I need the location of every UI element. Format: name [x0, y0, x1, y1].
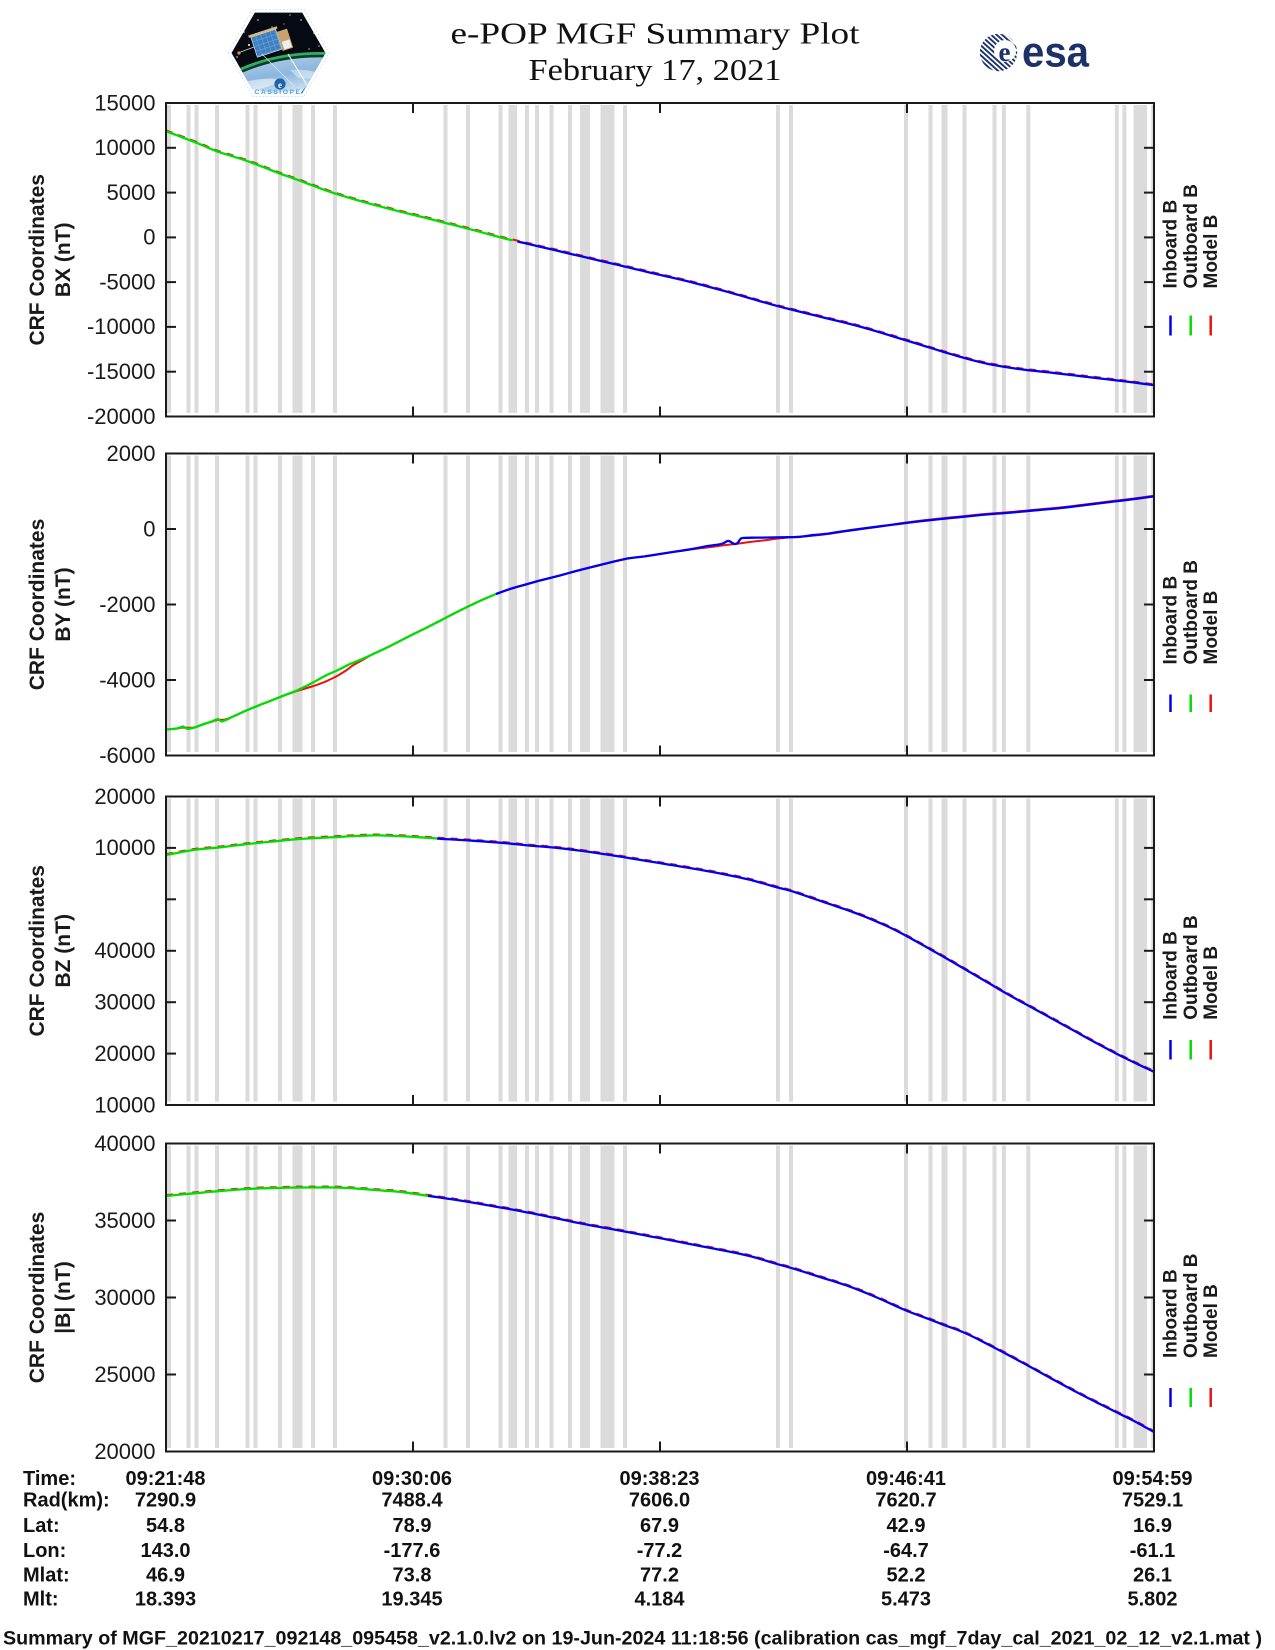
svg-text:4.184: 4.184	[634, 1588, 685, 1610]
svg-text:20000: 20000	[94, 784, 155, 809]
svg-text:7488.4: 7488.4	[381, 1489, 443, 1511]
svg-text:CRF Coordinates: CRF Coordinates	[26, 1212, 49, 1384]
svg-text:Rad(km):: Rad(km):	[23, 1489, 110, 1511]
svg-text:10000: 10000	[94, 135, 155, 160]
svg-text:Outboard B: Outboard B	[1181, 915, 1202, 1020]
svg-text:-6000: -6000	[99, 743, 155, 768]
svg-text:Inboard B: Inboard B	[1161, 576, 1182, 665]
svg-text:77.2: 77.2	[640, 1564, 679, 1586]
svg-text:42.9: 42.9	[887, 1515, 926, 1537]
svg-text:19.345: 19.345	[381, 1588, 442, 1610]
svg-text:30000: 30000	[94, 1285, 155, 1310]
svg-text:5000: 5000	[107, 180, 156, 205]
svg-text:e-POP MGF Summary Plot: e-POP MGF Summary Plot	[451, 16, 860, 51]
svg-text:0: 0	[143, 516, 155, 541]
svg-text:143.0: 143.0	[140, 1540, 190, 1562]
svg-text:10000: 10000	[94, 1092, 155, 1117]
svg-text:Summary of MGF_20210217_092148: Summary of MGF_20210217_092148_095458_v2…	[3, 1628, 1262, 1650]
svg-text:78.9: 78.9	[393, 1515, 432, 1537]
svg-text:|B| (nT): |B| (nT)	[52, 1261, 75, 1333]
svg-text:7606.0: 7606.0	[629, 1489, 690, 1511]
svg-text:35000: 35000	[94, 1208, 155, 1233]
svg-text:10000: 10000	[94, 835, 155, 860]
svg-text:Inboard B: Inboard B	[1161, 1269, 1182, 1358]
svg-text:Lat:: Lat:	[23, 1515, 60, 1537]
svg-text:CASSIOPE: CASSIOPE	[254, 89, 301, 96]
svg-text:25000: 25000	[94, 1362, 155, 1387]
svg-text:09:38:23: 09:38:23	[619, 1468, 699, 1490]
svg-text:52.2: 52.2	[887, 1564, 926, 1586]
svg-text:e: e	[278, 80, 282, 90]
svg-text:09:54:59: 09:54:59	[1112, 1468, 1192, 1490]
svg-text:CRF Coordinates: CRF Coordinates	[26, 519, 49, 691]
svg-text:26.1: 26.1	[1133, 1564, 1172, 1586]
svg-text:20000: 20000	[94, 1041, 155, 1066]
svg-text:16.9: 16.9	[1133, 1515, 1172, 1537]
svg-text:Time:: Time:	[23, 1468, 76, 1490]
svg-text:Inboard B: Inboard B	[1161, 200, 1182, 289]
svg-text:-2000: -2000	[99, 592, 155, 617]
svg-text:-77.2: -77.2	[637, 1540, 683, 1562]
svg-text:5.802: 5.802	[1127, 1588, 1177, 1610]
svg-text:Lon:: Lon:	[23, 1540, 66, 1562]
svg-text:7620.7: 7620.7	[875, 1489, 936, 1511]
svg-text:CRF Coordinates: CRF Coordinates	[26, 865, 49, 1037]
svg-text:0: 0	[143, 225, 155, 250]
svg-text:67.9: 67.9	[640, 1515, 679, 1537]
svg-text:54.8: 54.8	[146, 1515, 185, 1537]
svg-text:Mlt:: Mlt:	[23, 1588, 59, 1610]
svg-text:Model B: Model B	[1201, 1284, 1222, 1358]
svg-text:30000: 30000	[94, 990, 155, 1015]
svg-text:73.8: 73.8	[393, 1564, 432, 1586]
svg-text:BX (nT): BX (nT)	[52, 222, 75, 297]
svg-text:40000: 40000	[94, 1131, 155, 1156]
svg-text:09:21:48: 09:21:48	[125, 1468, 205, 1490]
svg-text:Model B: Model B	[1201, 591, 1222, 665]
svg-text:Outboard B: Outboard B	[1181, 1254, 1202, 1359]
svg-text:09:30:06: 09:30:06	[372, 1468, 452, 1490]
svg-text:5.473: 5.473	[881, 1588, 931, 1610]
svg-text:18.393: 18.393	[135, 1588, 196, 1610]
svg-text:esa: esa	[1022, 29, 1090, 77]
svg-text:BY (nT): BY (nT)	[52, 567, 75, 641]
svg-text:46.9: 46.9	[146, 1564, 185, 1586]
svg-text:20000: 20000	[94, 1439, 155, 1464]
svg-text:-61.1: -61.1	[1130, 1540, 1176, 1562]
svg-text:-10000: -10000	[87, 314, 156, 339]
svg-text:15000: 15000	[94, 90, 155, 115]
svg-text:09:46:41: 09:46:41	[866, 1468, 946, 1490]
svg-text:February 17, 2021: February 17, 2021	[529, 52, 782, 87]
svg-text:Mlat:: Mlat:	[23, 1564, 70, 1586]
svg-text:-20000: -20000	[87, 404, 156, 429]
svg-text:Model B: Model B	[1201, 946, 1222, 1020]
svg-text:Model B: Model B	[1201, 215, 1222, 289]
svg-text:2000: 2000	[107, 441, 156, 466]
svg-text:40000: 40000	[94, 938, 155, 963]
svg-text:BZ (nT): BZ (nT)	[52, 914, 75, 987]
svg-text:-15000: -15000	[87, 359, 156, 384]
svg-text:7529.1: 7529.1	[1122, 1489, 1183, 1511]
svg-text:CRF Coordinates: CRF Coordinates	[26, 174, 49, 346]
svg-text:-177.6: -177.6	[384, 1540, 441, 1562]
svg-text:e: e	[999, 37, 1011, 67]
svg-text:-4000: -4000	[99, 667, 155, 692]
svg-text:Inboard B: Inboard B	[1161, 931, 1182, 1020]
svg-text:-64.7: -64.7	[883, 1540, 929, 1562]
svg-text:Outboard B: Outboard B	[1181, 184, 1202, 289]
svg-text:7290.9: 7290.9	[135, 1489, 196, 1511]
svg-text:-5000: -5000	[99, 269, 155, 294]
svg-text:Outboard B: Outboard B	[1181, 560, 1202, 665]
